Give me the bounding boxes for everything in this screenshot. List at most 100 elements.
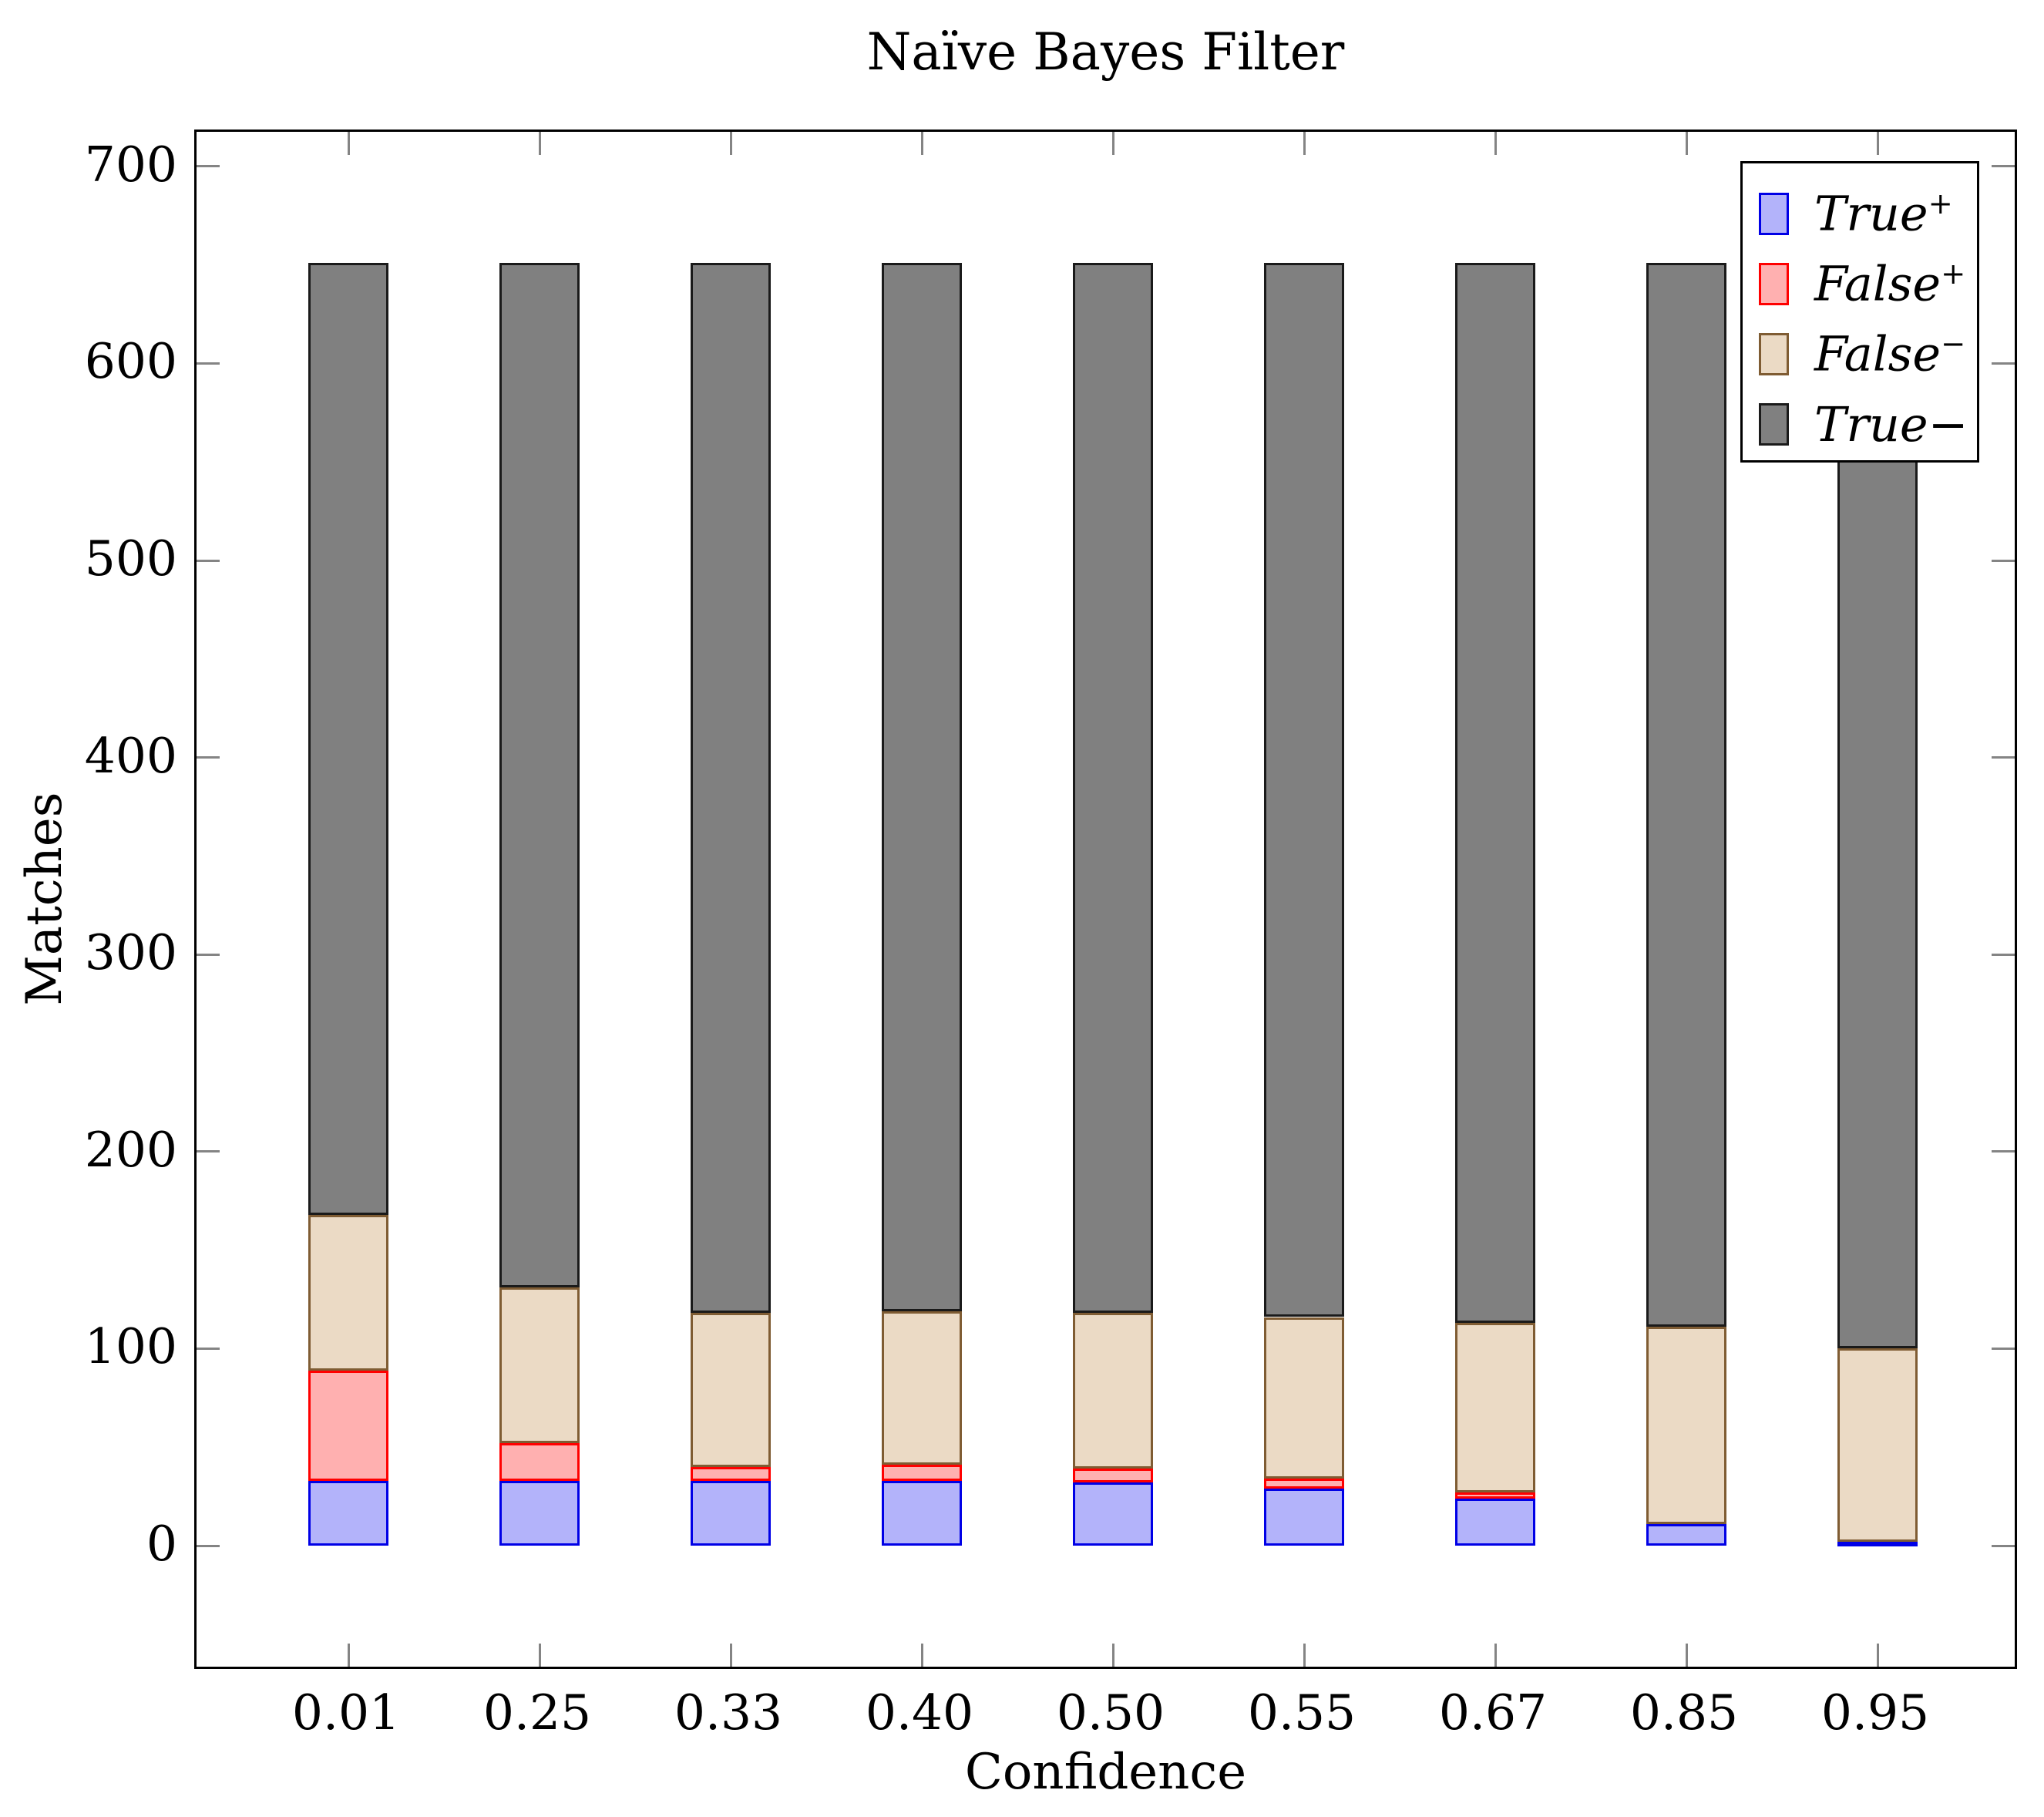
y-tick-mark-left: [197, 165, 220, 168]
x-tick-mark-bottom: [347, 1644, 350, 1667]
bar-segment-false_neg: [1455, 1323, 1535, 1492]
x-tick-mark-top: [1876, 132, 1879, 155]
x-tick-label: 0.67: [1438, 1684, 1548, 1741]
x-tick-mark-top: [347, 132, 350, 155]
bar-segment-true_neg: [1264, 263, 1344, 1317]
y-tick-mark-left: [197, 1150, 220, 1153]
x-tick-mark-bottom: [538, 1644, 541, 1667]
bar-segment-true_pos: [499, 1480, 580, 1546]
y-tick-mark-right: [1992, 756, 2015, 759]
bar-segment-false_neg: [1837, 1348, 1918, 1542]
bar-segment-true_neg: [882, 263, 962, 1311]
false-negative-swatch: [1759, 333, 1789, 375]
y-tick-mark-left: [197, 953, 220, 956]
y-tick-label: 100: [84, 1318, 177, 1375]
y-tick-mark-left: [197, 1544, 220, 1547]
bar-segment-false_pos: [1264, 1479, 1344, 1489]
bar-segment-false_neg: [499, 1287, 580, 1444]
x-tick-mark-bottom: [1111, 1644, 1114, 1667]
x-tick-mark-top: [1685, 132, 1688, 155]
legend-item-false-positive: False+: [1759, 249, 1977, 319]
y-tick-mark-left: [197, 559, 220, 562]
x-tick-label: 0.85: [1629, 1684, 1739, 1741]
legend-item-false-negative: False−: [1759, 319, 1977, 389]
bar-segment-true_neg: [691, 263, 771, 1314]
y-tick-mark-right: [1992, 1544, 2015, 1547]
bar-segment-false_neg: [882, 1311, 962, 1465]
true-positive-swatch: [1759, 193, 1789, 235]
bar-segment-true_pos: [1646, 1523, 1726, 1546]
legend-item-true-negative: True−: [1759, 389, 1977, 459]
x-tick-mark-bottom: [1494, 1644, 1497, 1667]
x-tick-mark-bottom: [1876, 1644, 1879, 1667]
bar-segment-false_pos: [691, 1466, 771, 1481]
y-tick-label: 400: [84, 727, 177, 784]
y-tick-mark-right: [1992, 953, 2015, 956]
y-tick-label: 200: [84, 1121, 177, 1178]
bar-segment-true_neg: [1073, 263, 1153, 1314]
x-tick-label: 0.25: [482, 1684, 592, 1741]
bar-segment-true_neg: [499, 263, 580, 1288]
x-tick-label: 0.50: [1056, 1684, 1165, 1741]
legend-label: False+: [1814, 255, 1966, 312]
y-tick-mark-right: [1992, 559, 2015, 562]
y-tick-label: 0: [146, 1516, 177, 1572]
x-tick-label: 0.01: [291, 1684, 401, 1741]
bar-segment-true_pos: [1073, 1482, 1153, 1546]
bar-segment-false_pos: [1455, 1492, 1535, 1499]
x-tick-mark-bottom: [729, 1644, 732, 1667]
chart-title: Naïve Bayes Filter: [866, 22, 1345, 82]
x-axis-label: Confidence: [964, 1744, 1247, 1801]
y-tick-label: 600: [84, 333, 177, 390]
bar-segment-false_pos: [499, 1443, 580, 1481]
bar-segment-true_pos: [308, 1480, 388, 1546]
x-tick-mark-top: [1303, 132, 1306, 155]
bar-segment-true_pos: [1837, 1541, 1918, 1546]
bar-segment-true_pos: [691, 1480, 771, 1546]
x-tick-mark-top: [920, 132, 923, 155]
y-tick-label: 500: [84, 530, 177, 587]
bar-segment-false_neg: [1073, 1313, 1153, 1469]
legend-label: True−: [1814, 395, 1968, 453]
bar-segment-false_neg: [1646, 1327, 1726, 1524]
bar-segment-true_pos: [1455, 1498, 1535, 1546]
x-tick-mark-bottom: [1685, 1644, 1688, 1667]
bar-segment-false_neg: [1264, 1317, 1344, 1479]
legend-label: False−: [1814, 325, 1966, 382]
x-tick-mark-top: [538, 132, 541, 155]
y-tick-mark-right: [1992, 1347, 2015, 1350]
x-tick-mark-bottom: [1303, 1644, 1306, 1667]
x-tick-label: 0.55: [1247, 1684, 1357, 1741]
bar-segment-true_pos: [882, 1480, 962, 1546]
bar-segment-true_neg: [1455, 263, 1535, 1324]
y-tick-label: 700: [84, 136, 177, 193]
y-tick-mark-left: [197, 362, 220, 365]
bar-segment-false_pos: [308, 1370, 388, 1481]
y-tick-mark-right: [1992, 165, 2015, 168]
x-tick-mark-top: [1494, 132, 1497, 155]
plot-area: [194, 130, 2017, 1669]
bar-segment-false_pos: [1073, 1469, 1153, 1483]
y-tick-label: 300: [84, 924, 177, 981]
bar-segment-true_pos: [1264, 1488, 1344, 1546]
x-tick-label: 0.95: [1820, 1684, 1930, 1741]
bar-segment-true_neg: [1646, 263, 1726, 1327]
bar-segment-false_neg: [691, 1313, 771, 1467]
legend-item-true-positive: True+: [1759, 179, 1977, 249]
y-tick-mark-left: [197, 756, 220, 759]
bar-segment-true_neg: [308, 263, 388, 1215]
y-tick-mark-right: [1992, 362, 2015, 365]
true-negative-swatch: [1759, 403, 1789, 446]
x-tick-label: 0.40: [865, 1684, 974, 1741]
x-tick-mark-top: [729, 132, 732, 155]
bar-segment-false_pos: [882, 1465, 962, 1481]
x-tick-label: 0.33: [674, 1684, 783, 1741]
false-positive-swatch: [1759, 263, 1789, 305]
bar-segment-false_neg: [308, 1214, 388, 1371]
y-tick-mark-left: [197, 1347, 220, 1350]
x-tick-mark-top: [1111, 132, 1114, 155]
legend: True+ False+ False− True−: [1740, 161, 1979, 463]
y-tick-mark-right: [1992, 1150, 2015, 1153]
legend-label: True+: [1814, 185, 1953, 242]
